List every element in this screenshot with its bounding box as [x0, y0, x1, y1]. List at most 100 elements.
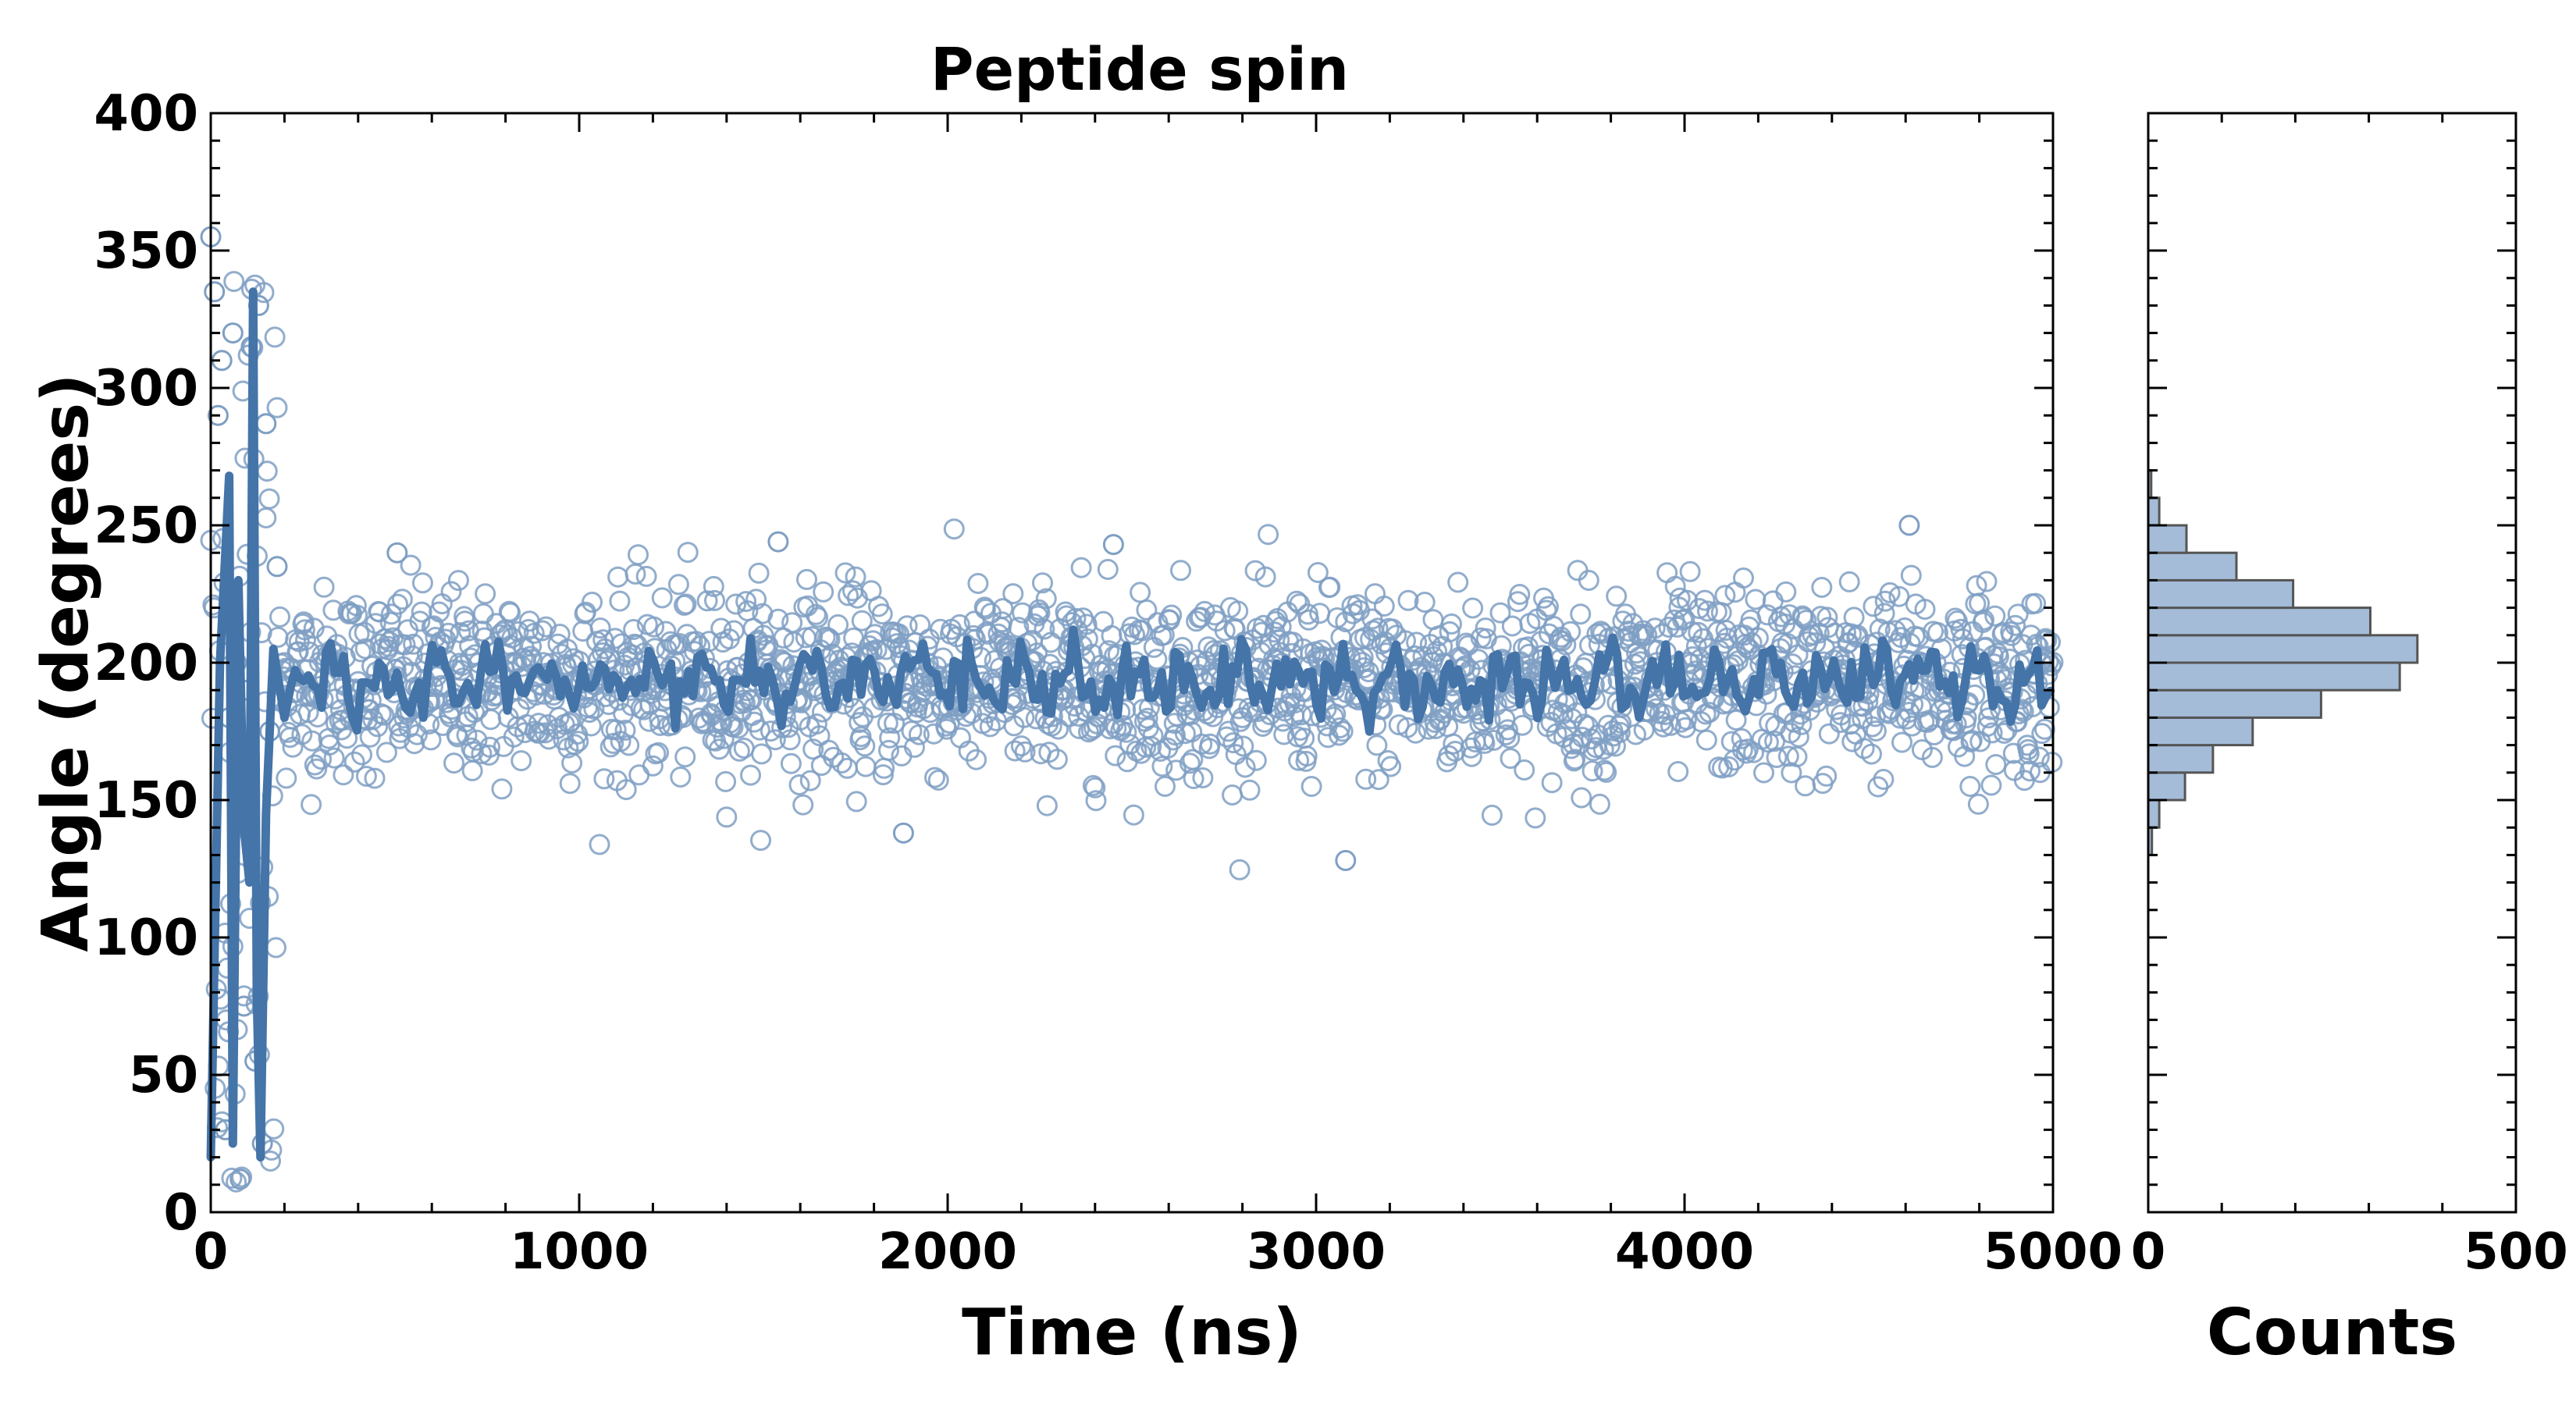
scatter-point: [406, 724, 428, 745]
scatter-point: [792, 794, 814, 816]
scatter-point: [287, 641, 309, 663]
scatter-point: [639, 710, 660, 732]
scatter-point: [974, 598, 996, 620]
y-tick-label: 400: [94, 85, 198, 143]
scatter-point: [1610, 713, 1632, 734]
scatter-point: [1999, 648, 2020, 670]
scatter-point: [1170, 560, 1191, 582]
scatter-point: [635, 565, 657, 587]
scatter-point: [715, 770, 737, 792]
main-data-layer: [200, 226, 2064, 1193]
scatter-point: [717, 660, 738, 681]
scatter-point: [475, 583, 496, 605]
y-tick-label: 350: [94, 222, 198, 280]
x-tick-label: 3000: [1247, 1223, 1386, 1281]
scatter-point: [927, 770, 949, 791]
scatter-point: [1579, 635, 1600, 656]
scatter-point: [845, 566, 866, 588]
scatter-points: [200, 226, 2064, 1193]
scatter-point: [1675, 709, 1697, 731]
scatter-point: [1980, 774, 2002, 796]
scatter-point: [1596, 761, 1617, 783]
scatter-point: [1368, 769, 1389, 791]
scatter-point: [749, 719, 770, 741]
scatter-point: [728, 740, 750, 762]
scatter-point: [609, 590, 631, 612]
scatter-point: [1034, 618, 1055, 640]
scatter-point: [1268, 629, 1290, 651]
scatter-point: [226, 1171, 247, 1193]
scatter-point: [1441, 613, 1462, 635]
scatter-point: [992, 598, 1014, 620]
scatter-point: [1229, 859, 1251, 880]
scatter-point: [1921, 746, 1943, 768]
scatter-point: [1002, 583, 1024, 605]
scatter-point: [1397, 589, 1419, 611]
scatter-point: [607, 566, 629, 588]
scatter-point: [1564, 749, 1586, 770]
scatter-point: [367, 716, 389, 738]
scatter-point: [628, 764, 650, 786]
scatter-point: [1500, 748, 1521, 770]
scatter-point: [491, 778, 513, 800]
scatter-point: [223, 271, 245, 293]
histogram-frame: [2147, 112, 2517, 1214]
scatter-point: [221, 1167, 243, 1189]
scatter-point: [1795, 775, 1816, 797]
scatter-point: [1461, 745, 1482, 767]
scatter-point: [298, 641, 320, 663]
x-tick-label: 2000: [878, 1223, 1017, 1281]
x-tick-label: 1000: [510, 1223, 649, 1281]
scatter-point: [892, 822, 914, 844]
scatter-point: [403, 633, 425, 655]
scatter-point: [589, 834, 610, 855]
scatter-point: [345, 595, 367, 617]
scatter-point: [1724, 582, 1746, 603]
scatter-point: [1609, 721, 1631, 743]
scatter-point: [582, 592, 603, 613]
scatter-point: [564, 734, 585, 756]
scatter-point: [1582, 760, 1603, 782]
scatter-point: [948, 614, 970, 635]
scatter-point: [400, 554, 422, 576]
scatter-point: [788, 774, 810, 795]
scatter-point: [1861, 743, 1882, 765]
scatter-point: [336, 727, 358, 749]
scatter-point: [1792, 606, 1814, 628]
scatter-point: [418, 713, 440, 735]
scatter-point: [725, 593, 747, 615]
scatter-point: [1046, 749, 1068, 770]
scatter-point: [1468, 649, 1489, 670]
scatter-point: [1509, 584, 1531, 605]
scatter-point: [306, 758, 328, 780]
histogram-bar: [2147, 716, 2254, 747]
scatter-point: [1592, 622, 1614, 644]
y-tick-label: 0: [163, 1184, 198, 1242]
scatter-point: [849, 712, 870, 734]
histogram-bar: [2147, 606, 2371, 637]
scatter-point: [1309, 603, 1331, 624]
scatter-point: [924, 767, 945, 788]
scatter-point: [411, 572, 433, 594]
scatter-point: [889, 637, 911, 659]
scatter-point: [1981, 722, 2003, 744]
scatter-point: [1747, 627, 1769, 649]
scatter-point: [1026, 642, 1048, 664]
scatter-point: [1967, 793, 1989, 815]
scatter-point: [1514, 759, 1535, 781]
scatter-point: [1014, 741, 1036, 763]
scatter-point: [807, 606, 829, 628]
scatter-point: [1447, 571, 1469, 593]
scatter-point: [1105, 745, 1126, 767]
histogram-bar: [2147, 688, 2322, 719]
scatter-point: [745, 589, 767, 610]
scatter-point: [1082, 774, 1104, 796]
scatter-point: [827, 614, 849, 635]
scatter-point: [1439, 621, 1461, 642]
scatter-point: [670, 767, 692, 788]
scatter-point: [437, 622, 459, 644]
scatter-point: [1055, 605, 1077, 627]
scatter-point: [598, 694, 620, 716]
scatter-point: [294, 619, 315, 641]
